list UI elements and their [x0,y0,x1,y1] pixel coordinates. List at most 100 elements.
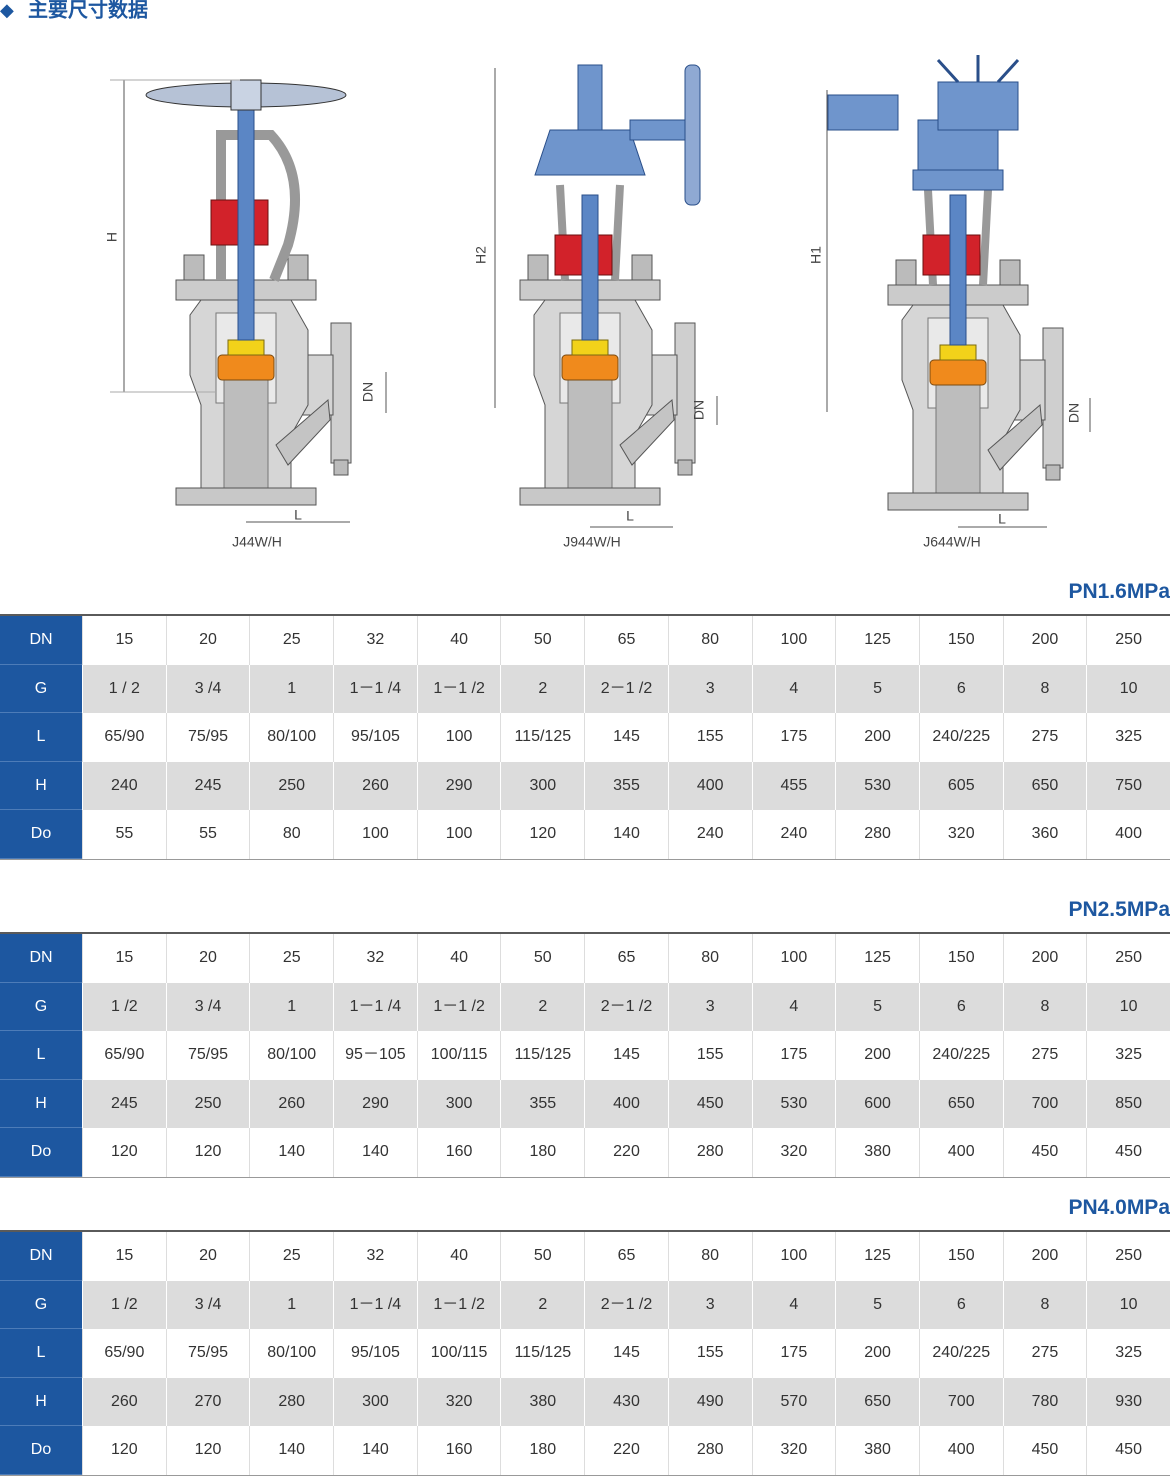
table-cell: 270 [165,1377,250,1426]
table-cell: 1－1 /4 [333,1280,417,1329]
table-cell: 1－1 /2 [416,982,501,1031]
table-cell: 2 [500,982,585,1031]
length-label: L [998,511,1006,527]
table-cell: 140 [249,1426,333,1475]
table-cell: 605 [918,761,1003,810]
row-header: L [0,1031,82,1080]
section-title: 主要尺寸数据 [28,0,148,21]
table-cell: 32 [333,934,417,983]
table-cell: 120 [165,1128,250,1177]
row-header: Do [0,810,82,859]
height-label: H [104,232,120,242]
table-cell: 95－105 [333,1031,417,1080]
table-cell: 160 [416,1128,501,1177]
table-cell: 3 [667,664,752,713]
spec-table: DN 15 20 25 32 40 50 65 80 100 125 150 200 250 G 1 /2 3 … [0,932,1170,1178]
table-cell: 10 [1086,664,1170,713]
row-header: G [0,664,82,713]
dn-label: DN [691,400,707,420]
table-cell: 2－1 /2 [584,664,668,713]
table-cell: 3 /4 [165,982,250,1031]
table-cell: 780 [1002,1377,1087,1426]
table-cell: 455 [751,761,836,810]
row-header: Do [0,1426,82,1475]
table-cell: 1 /2 [82,982,166,1031]
table-cell: 325 [1086,1031,1170,1080]
bullet-icon: ◆ [0,0,14,20]
table-cell: 200 [1002,934,1087,983]
table-cell: 1－1 /2 [416,1280,501,1329]
table-cell: 75/95 [165,1329,250,1378]
row-header: L [0,713,82,762]
model-label: J44W/H [232,534,282,550]
table-cell: 280 [835,810,919,859]
table-cell: 355 [584,761,668,810]
valve-body [887,259,1064,511]
table-cell: 450 [1086,1128,1170,1177]
table-cell: 155 [667,1329,752,1378]
table-cell: 290 [333,1079,417,1128]
height-label: H2 [473,246,489,264]
table-cell: 2 [500,1280,585,1329]
table-cell: 40 [416,1232,501,1281]
table-cell: 145 [584,713,668,762]
table-cell: 4 [751,1280,836,1329]
table-cell: 1－1 /4 [333,982,417,1031]
table-cell: 355 [500,1079,585,1128]
table-cell: 200 [1002,616,1087,665]
table-cell: 530 [751,1079,836,1128]
table-cell: 150 [918,1232,1003,1281]
table-cell: 220 [584,1426,668,1475]
drawings: ◆ 主要尺寸数据 H DN L J44W/H H2 DN L J944W/H [0,0,1091,550]
table-cell: 245 [165,761,250,810]
table-cell: 160 [416,1426,501,1475]
table-cell: 250 [1086,934,1170,983]
table-cell: 145 [584,1329,668,1378]
table-cell: 15 [82,616,166,665]
table-cell: 75/95 [165,713,250,762]
table-cell: 200 [835,1329,919,1378]
table-cell: 400 [918,1426,1003,1475]
table-cell: 100 [751,1232,836,1281]
row-header: G [0,982,82,1031]
table-cell: 300 [416,1079,501,1128]
table-cell: 40 [416,934,501,983]
table-cell: 140 [249,1128,333,1177]
table-cell: 400 [918,1128,1003,1177]
table-cell: 40 [416,616,501,665]
table-cell: 25 [249,616,333,665]
table-cell: 3 [667,1280,752,1329]
table-cell: 240/225 [918,713,1003,762]
model-label: J944W/H [563,534,621,550]
table-cell: 155 [667,713,752,762]
table-cell: 80 [667,934,752,983]
table-cell: 250 [249,761,334,810]
table-cell: 50 [500,934,584,983]
table-cell: 650 [835,1377,919,1426]
table-cell: 5 [835,982,919,1031]
table-cell: 200 [835,1031,919,1080]
table-cell: 1 [249,982,334,1031]
table-cell: 20 [165,616,250,665]
table-cell: 150 [918,934,1003,983]
spec-table-section: PN2.5MPa DN 15 20 25 32 40 50 65 80 100 125 150 200 25… [0,896,1170,1178]
dn-label: DN [1066,403,1082,423]
row-header: H [0,1079,82,1128]
table-cell: 145 [584,1031,668,1080]
table-cell: 260 [82,1377,166,1426]
table-cell: 260 [333,761,417,810]
table-cell: 10 [1086,1280,1170,1329]
table-cell: 400 [667,761,752,810]
table-cell: 300 [333,1377,417,1426]
table-cell: 530 [835,761,919,810]
table-cell: 140 [584,810,668,859]
table-cell: 240 [82,761,166,810]
table-cell: 2－1 /2 [584,1280,668,1329]
row-header: DN [0,1232,82,1281]
table-cell: 65 [584,616,668,665]
table-cell: 65 [584,1232,668,1281]
table-cell: 50 [500,616,584,665]
table-cell: 100 [416,713,501,762]
